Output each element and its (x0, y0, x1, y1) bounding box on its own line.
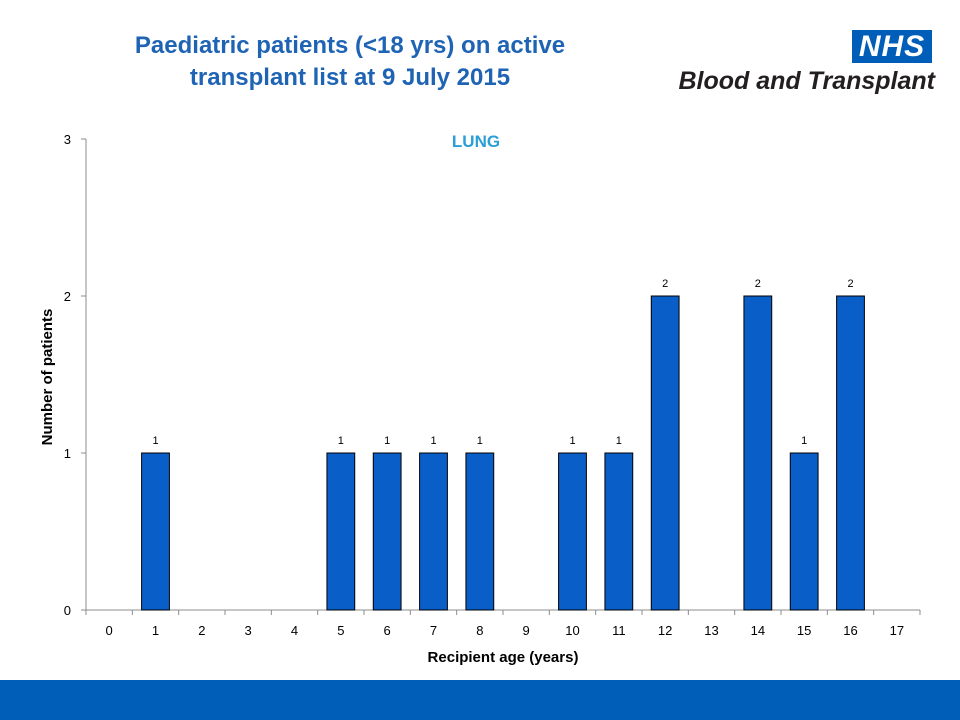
slide-title-line-2: transplant list at 9 July 2015 (189, 64, 511, 91)
data-label: 1 (152, 435, 158, 447)
data-label: 2 (755, 278, 761, 290)
footer-bar (0, 680, 960, 720)
bar (372, 452, 402, 611)
x-tick-label: 4 (291, 623, 298, 638)
bar (789, 452, 819, 611)
data-label: 1 (477, 435, 483, 447)
bar (465, 452, 495, 611)
x-tick-label: 6 (384, 623, 391, 638)
nhs-badge: NHS (852, 30, 932, 63)
data-label: 2 (847, 278, 853, 290)
bar (326, 452, 356, 611)
x-tick-label: 16 (843, 623, 857, 638)
y-tick-label: 0 (64, 603, 71, 618)
bar (558, 452, 587, 611)
y-axis-label: Number of patients (39, 309, 56, 446)
chart-title: LUNG (452, 132, 500, 151)
x-tick-label: 14 (751, 623, 765, 638)
x-tick-label: 5 (337, 623, 344, 638)
y-tick-label: 1 (64, 446, 71, 461)
x-tick-label: 12 (658, 623, 672, 638)
logo-text: Blood and Transplant (678, 67, 936, 95)
slide-title: Paediatric patients (<18 yrs) on active … (60, 30, 640, 94)
bar (836, 295, 865, 611)
x-tick-label: 15 (797, 623, 811, 638)
data-label: 1 (569, 435, 575, 447)
data-label: 1 (384, 435, 390, 447)
x-tick-label: 9 (523, 623, 530, 638)
bar (419, 452, 448, 611)
data-label: 1 (338, 435, 344, 447)
y-tick-label: 2 (64, 289, 71, 304)
bar (743, 295, 773, 611)
x-tick-label: 13 (704, 623, 718, 638)
nhsbt-logo: NHS Blood and Transplant (650, 28, 935, 98)
data-label: 1 (801, 435, 807, 447)
y-tick-label: 3 (64, 132, 71, 147)
x-tick-label: 3 (245, 623, 252, 638)
x-tick-label: 10 (565, 623, 579, 638)
x-tick-label: 7 (430, 623, 437, 638)
bar (604, 452, 634, 611)
slide-title-line-1: Paediatric patients (<18 yrs) on active (134, 32, 566, 59)
bar (141, 452, 170, 611)
x-tick-label: 17 (890, 623, 904, 638)
bar-chart: LUNG Number of patients Recipient age (y… (39, 132, 921, 666)
x-tick-label: 11 (612, 623, 626, 638)
x-axis-label: Recipient age (years) (428, 649, 579, 666)
bar (650, 295, 680, 611)
data-label: 1 (616, 435, 622, 447)
data-label: 2 (662, 278, 668, 290)
data-label: 1 (430, 435, 436, 447)
x-tick-label: 2 (198, 623, 205, 638)
x-tick-label: 0 (106, 623, 113, 638)
x-tick-label: 8 (476, 623, 483, 638)
x-tick-label: 1 (152, 623, 159, 638)
